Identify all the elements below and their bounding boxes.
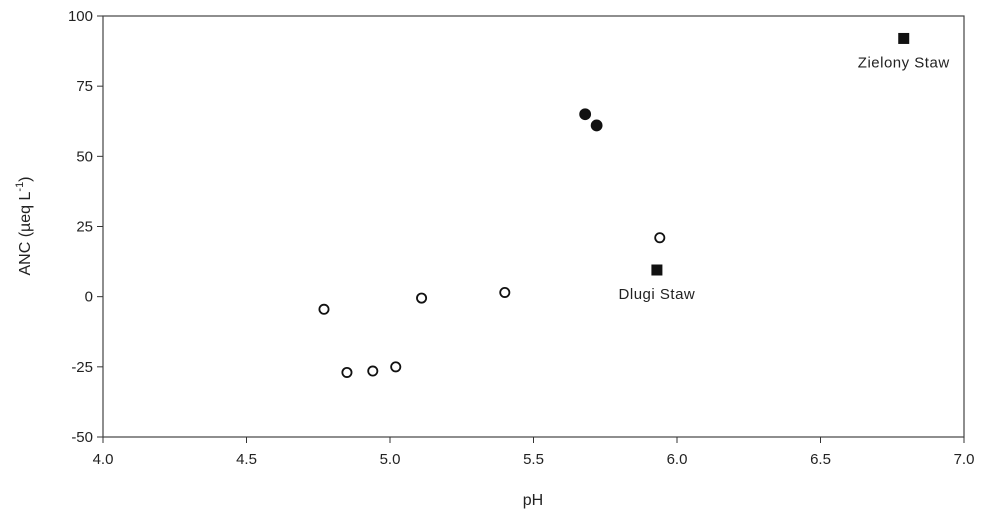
x-tick-label: 5.0 [380, 451, 401, 468]
y-tick-label: -50 [71, 429, 93, 446]
x-axis-title: pH [523, 492, 543, 509]
y-axis-title: ANC (µeq L-1) [14, 176, 34, 275]
open-circle-point [390, 361, 402, 373]
x-tick-label: 4.5 [236, 451, 257, 468]
open-circle-point [654, 232, 666, 244]
filled-circle-point [590, 119, 603, 132]
x-tick-label: 5.5 [523, 451, 544, 468]
data-points [318, 32, 910, 378]
y-tick-label: 75 [76, 78, 93, 95]
y-tick-label: 25 [76, 219, 93, 236]
plot-area [102, 15, 965, 438]
filled-circle-point [579, 108, 592, 121]
x-tick-label: 6.5 [810, 451, 831, 468]
y-tick-label: 0 [85, 289, 93, 306]
x-tick-label: 6.0 [667, 451, 688, 468]
y-axis-title-close: ) [17, 176, 34, 181]
filled-square-point [898, 32, 910, 44]
open-circle-point [341, 366, 353, 378]
point-annotation: Dlugi Staw [619, 286, 696, 303]
open-circle-point [318, 303, 330, 315]
open-circle-point [499, 286, 511, 298]
y-axis-title-superscript: -1 [14, 182, 26, 192]
x-axis: 4.0 4.5 5.0 5.5 6.0 6.5 7.0 [93, 437, 975, 468]
y-tick-label: 100 [68, 8, 93, 25]
y-axis: 100 75 50 25 0 -25 -50 [68, 8, 103, 446]
y-axis-title-main: ANC (µeq L [17, 192, 34, 276]
open-circle-point [367, 365, 379, 377]
open-circle-point [416, 292, 428, 304]
x-tick-label: 4.0 [93, 451, 114, 468]
y-tick-label: 50 [76, 148, 93, 165]
y-tick-label: -25 [71, 359, 93, 376]
x-tick-label: 7.0 [954, 451, 975, 468]
annotations: Zielony Staw Dlugi Staw [619, 54, 950, 303]
point-annotation: Zielony Staw [858, 54, 950, 71]
filled-square-point [651, 264, 663, 276]
